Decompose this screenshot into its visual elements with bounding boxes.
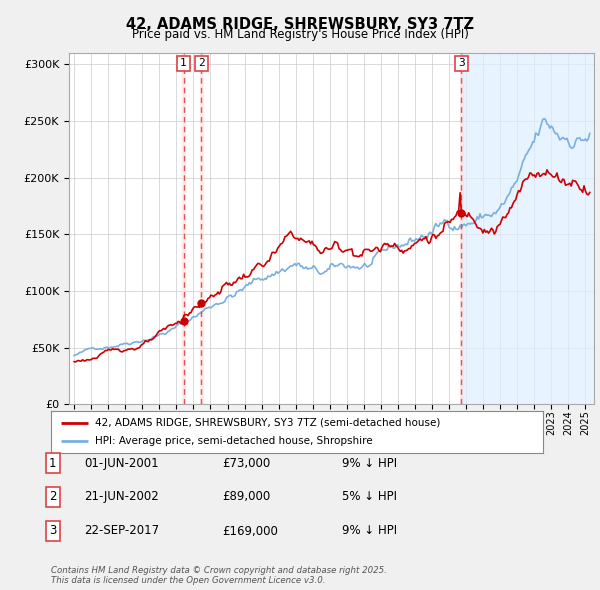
- Text: 3: 3: [49, 525, 56, 537]
- Text: 42, ADAMS RIDGE, SHREWSBURY, SY3 7TZ (semi-detached house): 42, ADAMS RIDGE, SHREWSBURY, SY3 7TZ (se…: [95, 418, 440, 428]
- Bar: [182, 53, 185, 404]
- Text: 3: 3: [458, 58, 465, 68]
- Text: £89,000: £89,000: [222, 490, 270, 503]
- Text: 2: 2: [49, 490, 56, 503]
- Text: Price paid vs. HM Land Registry's House Price Index (HPI): Price paid vs. HM Land Registry's House …: [131, 28, 469, 41]
- Text: 9% ↓ HPI: 9% ↓ HPI: [342, 457, 397, 470]
- Text: 1: 1: [49, 457, 56, 470]
- Text: HPI: Average price, semi-detached house, Shropshire: HPI: Average price, semi-detached house,…: [95, 436, 373, 446]
- Text: 9% ↓ HPI: 9% ↓ HPI: [342, 525, 397, 537]
- Text: £169,000: £169,000: [222, 525, 278, 537]
- Text: 5% ↓ HPI: 5% ↓ HPI: [342, 490, 397, 503]
- Text: 21-JUN-2002: 21-JUN-2002: [84, 490, 159, 503]
- Text: 2: 2: [198, 58, 205, 68]
- Text: 01-JUN-2001: 01-JUN-2001: [84, 457, 158, 470]
- Text: Contains HM Land Registry data © Crown copyright and database right 2025.
This d: Contains HM Land Registry data © Crown c…: [51, 566, 387, 585]
- Text: £73,000: £73,000: [222, 457, 270, 470]
- Bar: [460, 53, 463, 404]
- Text: 22-SEP-2017: 22-SEP-2017: [84, 525, 159, 537]
- Text: 42, ADAMS RIDGE, SHREWSBURY, SY3 7TZ: 42, ADAMS RIDGE, SHREWSBURY, SY3 7TZ: [126, 17, 474, 31]
- Bar: [461, 53, 594, 404]
- Text: 1: 1: [180, 58, 187, 68]
- Bar: [200, 53, 203, 404]
